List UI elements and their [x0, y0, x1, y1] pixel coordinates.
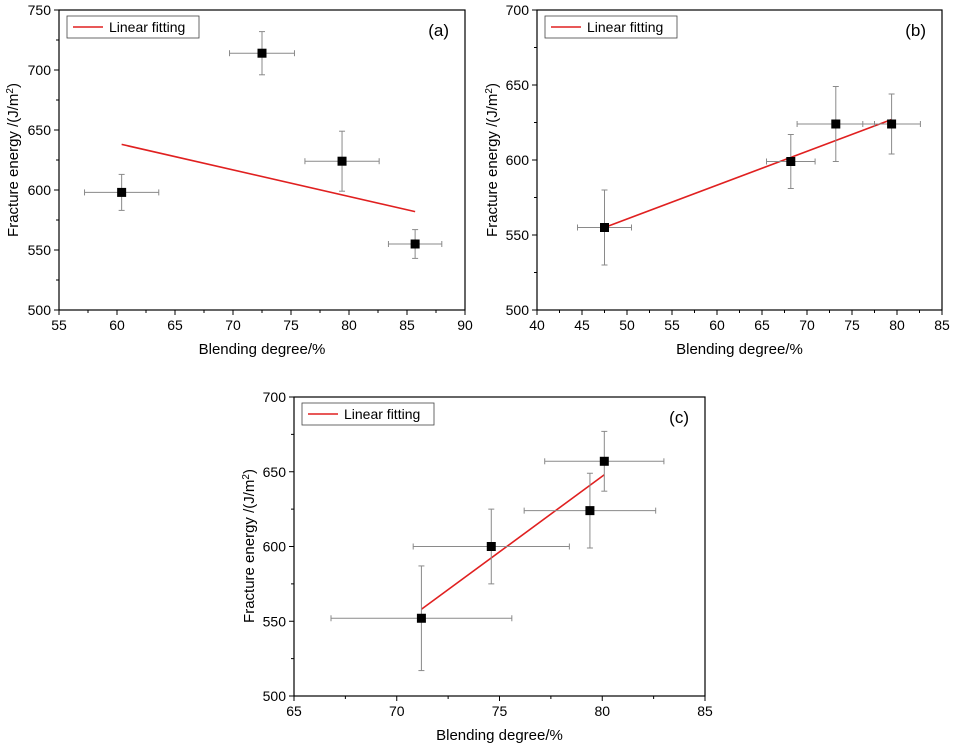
- y-tick-label: 600: [28, 182, 52, 198]
- y-axis-title: Fracture energy /(J/m2): [484, 83, 502, 237]
- y-tick-label: 550: [506, 227, 530, 243]
- panel-label: (b): [905, 21, 926, 40]
- x-tick-label: 40: [529, 317, 545, 333]
- panel-label: (c): [669, 408, 689, 427]
- legend-label: Linear fitting: [587, 19, 663, 35]
- y-tick-label: 500: [28, 302, 52, 318]
- data-point: [337, 156, 347, 166]
- x-tick-label: 50: [619, 317, 635, 333]
- x-tick-label: 90: [457, 317, 473, 333]
- chart-panel-c: 65 70 75 80 85 500 550 600 650 700 Blending degree…: [241, 389, 713, 744]
- x-tick-label: 85: [399, 317, 415, 333]
- data-point: [585, 506, 595, 516]
- legend-label: Linear fitting: [109, 19, 185, 35]
- legend-box: [544, 15, 678, 39]
- y-tick-label: 600: [263, 539, 287, 555]
- x-tick-label: 60: [109, 317, 125, 333]
- x-tick-label: 45: [574, 317, 590, 333]
- y-tick-label: 550: [263, 613, 287, 629]
- linear-fit-line: [604, 118, 892, 229]
- panel-label: (a): [428, 21, 449, 40]
- data-point: [599, 456, 609, 466]
- linear-fit-line: [121, 143, 416, 213]
- x-tick-label: 85: [697, 703, 713, 719]
- x-tick-label: 75: [844, 317, 860, 333]
- y-tick-label: 700: [263, 389, 287, 405]
- x-tick-label: 75: [283, 317, 299, 333]
- y-axis-title: Fracture energy /(J/m2): [5, 83, 23, 237]
- data-point: [117, 187, 127, 197]
- x-tick-label: 65: [754, 317, 770, 333]
- y-tick-label: 700: [506, 2, 530, 18]
- plot-frame: [536, 9, 943, 311]
- data-point: [600, 223, 609, 232]
- legend-box: [301, 402, 435, 426]
- x-tick-label: 75: [492, 703, 508, 719]
- y-tick-label: 750: [28, 2, 52, 18]
- x-axis-title: Blending degree/%: [676, 341, 803, 358]
- data-point: [887, 119, 897, 129]
- y-tick-label: 600: [506, 152, 530, 168]
- y-tick-label: 650: [263, 464, 287, 480]
- x-tick-label: 70: [389, 703, 405, 719]
- chart-panel-a: 55 60 65 70 75 80 85 90 500 550 600 650 700 750 Blendi…: [5, 2, 473, 358]
- linear-fit-line: [420, 474, 605, 610]
- y-tick-label: 500: [506, 302, 530, 318]
- x-tick-label: 85: [934, 317, 950, 333]
- y-tick-label: 650: [506, 77, 530, 93]
- data-point: [786, 157, 796, 166]
- x-tick-label: 65: [167, 317, 183, 333]
- x-tick-label: 80: [889, 317, 905, 333]
- y-tick-label: 550: [28, 242, 52, 258]
- x-tick-label: 65: [286, 703, 302, 719]
- x-axis-title: Blending degree/%: [436, 727, 563, 744]
- y-tick-label: 700: [28, 62, 52, 78]
- x-axis-title: Blending degree/%: [199, 341, 326, 358]
- data-point: [416, 613, 426, 623]
- y-tick-label: 500: [263, 688, 287, 704]
- data-point: [831, 119, 841, 129]
- legend-box: [66, 15, 200, 39]
- x-tick-label: 55: [51, 317, 67, 333]
- x-tick-label: 80: [341, 317, 357, 333]
- x-tick-label: 70: [799, 317, 815, 333]
- x-tick-label: 70: [225, 317, 241, 333]
- data-point: [486, 542, 496, 551]
- x-tick-label: 80: [594, 703, 610, 719]
- data-point: [257, 48, 267, 58]
- x-tick-label: 55: [664, 317, 680, 333]
- legend-label: Linear fitting: [344, 406, 420, 422]
- x-tick-label: 60: [709, 317, 725, 333]
- chart-panel-b: 40 45 50 55 60 65 70 75 80 85 500 550 600 650 700 Blend…: [484, 2, 950, 358]
- data-point: [410, 239, 420, 249]
- y-axis-title: Fracture energy /(J/m2): [241, 469, 259, 623]
- y-tick-label: 650: [28, 122, 52, 138]
